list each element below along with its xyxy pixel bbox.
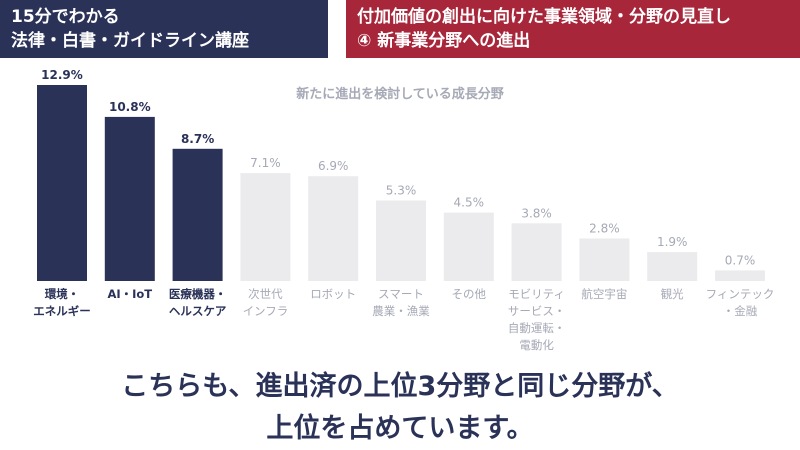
header-right-banner: 付加価値の創出に向けた事業領域・分野の見直し ④ 新事業分野への進出 xyxy=(346,0,800,58)
bar-4 xyxy=(308,176,359,281)
value-label-7: 3.8% xyxy=(521,206,552,220)
category-label-6-0: その他 xyxy=(452,287,487,301)
category-label-10-1: ・金融 xyxy=(723,304,758,318)
value-label-8: 2.8% xyxy=(589,222,620,236)
category-label-0-0: 環境・ xyxy=(45,287,80,301)
category-label-4-0: ロボット xyxy=(310,287,356,301)
header-left-line-2: 法律・白書・ガイドライン講座 xyxy=(11,31,249,51)
footer-message: こちらも、進出済の上位3分野と同じ分野が、 上位を占めています。 xyxy=(0,366,800,450)
category-label-5-1: 農業・漁業 xyxy=(372,304,430,318)
category-label-2-0: 医療機器・ xyxy=(169,287,227,301)
value-label-4: 6.9% xyxy=(318,159,349,173)
category-label-7-1: サービス・ xyxy=(508,304,566,318)
bar-1 xyxy=(104,116,155,282)
header-right-line-1: 付加価値の創出に向けた事業領域・分野の見直し xyxy=(357,7,731,27)
bars-group: 12.9% 環境・エネルギー 10.8% AI・IoT 8.7% 医療機器・ヘルスケア 7.… xyxy=(33,68,774,352)
value-label-1: 10.8% xyxy=(109,100,151,114)
header-right-line-2: ④ 新事業分野への進出 xyxy=(357,31,531,51)
value-label-5: 5.3% xyxy=(386,184,417,198)
category-label-10-0: フィンテック xyxy=(706,287,775,301)
footer-line-1: こちらも、進出済の上位3分野と同じ分野が、 xyxy=(121,371,679,402)
header-left-line-1: 15分でわかる xyxy=(11,7,120,27)
value-label-3: 7.1% xyxy=(250,156,281,170)
bar-0 xyxy=(37,85,87,281)
category-label-9-0: 観光 xyxy=(661,287,684,301)
category-label-7-3: 電動化 xyxy=(519,338,554,352)
value-label-10: 0.7% xyxy=(725,253,756,267)
footer-line-2: 上位を占めています。 xyxy=(266,413,534,444)
category-label-7-0: モビリティ xyxy=(508,287,565,301)
category-label-8-0: 航空宇宙 xyxy=(581,287,627,301)
value-label-0: 12.9% xyxy=(41,68,83,82)
header-left-banner: 15分でわかる 法律・白書・ガイドライン講座 xyxy=(0,0,328,58)
category-label-0-1: エネルギー xyxy=(33,304,91,318)
bar-2 xyxy=(172,148,223,281)
bar-3 xyxy=(240,173,291,281)
category-label-3-0: 次世代 xyxy=(248,287,283,301)
bar-7 xyxy=(511,223,562,281)
category-label-1-0: AI・IoT xyxy=(107,287,152,301)
growth-field-bar-chart: 新たに進出を検討している成長分野 12.9% 環境・エネルギー 10.8% AI・Io… xyxy=(33,68,774,352)
bar-5 xyxy=(376,200,426,281)
chart-title: 新たに進出を検討している成長分野 xyxy=(296,86,504,102)
bar-10 xyxy=(715,270,765,281)
bar-9 xyxy=(647,252,698,281)
category-label-5-0: スマート xyxy=(378,287,424,301)
category-label-3-1: インフラ xyxy=(243,304,289,318)
bar-6 xyxy=(443,212,494,281)
value-label-2: 8.7% xyxy=(181,132,214,146)
category-label-2-1: ヘルスケア xyxy=(169,304,227,318)
value-label-9: 1.9% xyxy=(657,235,688,249)
bar-8 xyxy=(579,238,630,281)
value-label-6: 4.5% xyxy=(454,196,485,210)
category-label-7-2: 自動運転・ xyxy=(508,321,566,335)
